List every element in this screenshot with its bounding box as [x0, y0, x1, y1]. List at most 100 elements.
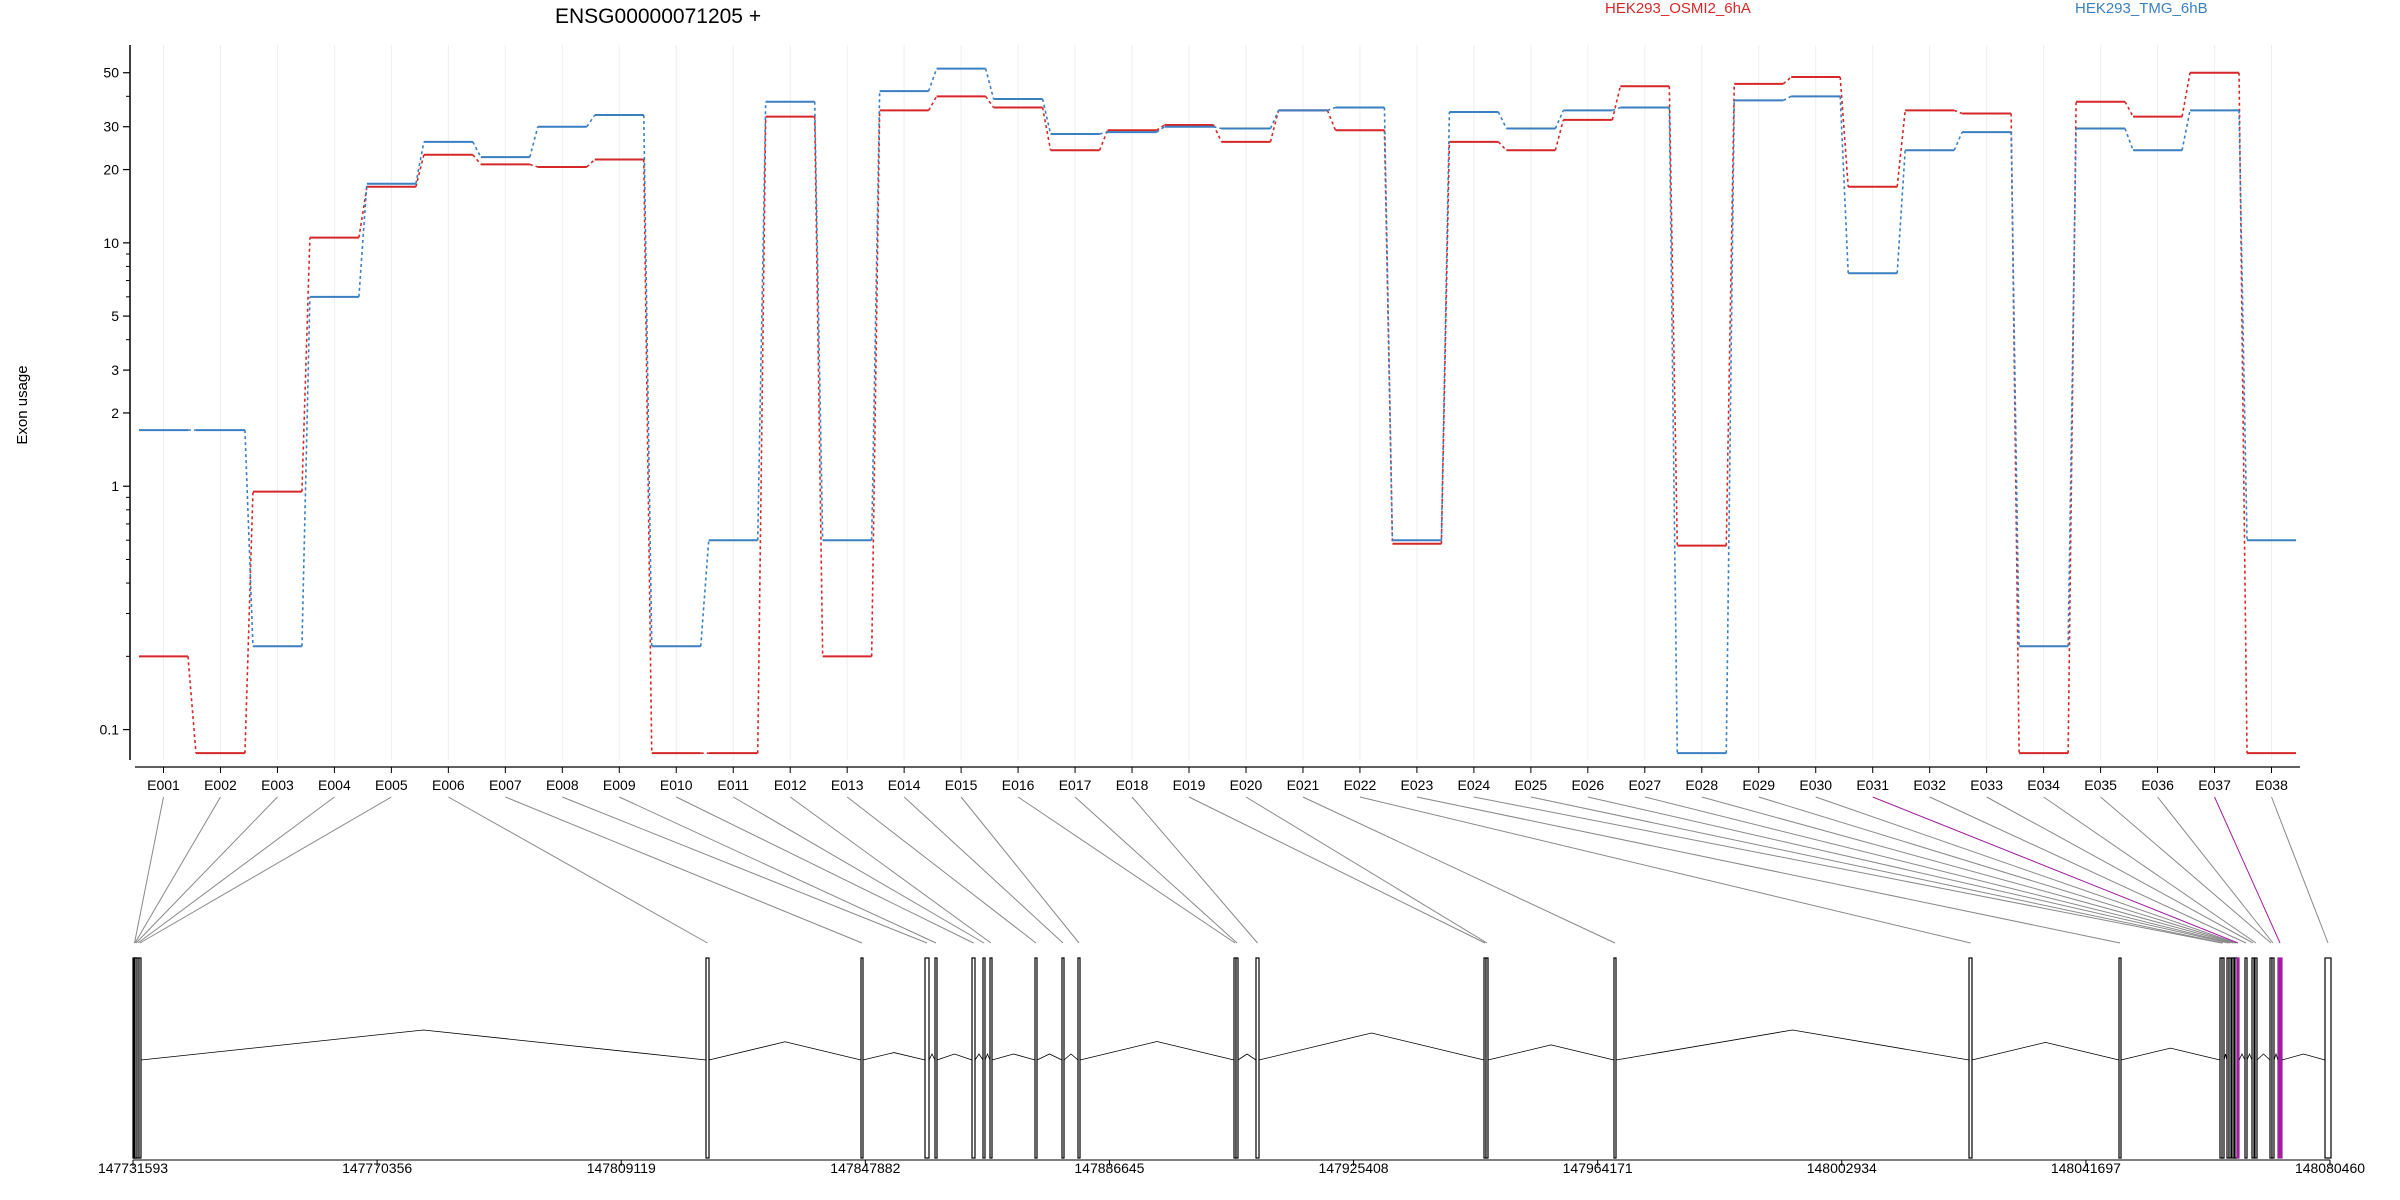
- x-axis: E001 E002 E003 E004 E005 E006 E007 E008 E009 E010…: [135, 766, 2300, 793]
- series-connector: [756, 101, 767, 541]
- intron-line: [862, 1052, 926, 1061]
- intron-line: [1063, 1053, 1079, 1061]
- series-connector: [927, 68, 938, 92]
- exon-box: [2228, 957, 2232, 1159]
- exon-connector: [1701, 796, 2234, 944]
- series-connector: [2181, 72, 2191, 117]
- intron-line: [1079, 1041, 1235, 1061]
- series-layer: [138, 67, 2297, 755]
- series-connector: [984, 95, 995, 108]
- series-connector: [1725, 83, 1736, 546]
- exon-connector: [2100, 796, 2272, 944]
- x-tick-label: E001: [147, 777, 180, 793]
- exon-connector: [1302, 796, 1616, 944]
- exon-box: [2221, 957, 2225, 1159]
- y-tick-label: 10: [103, 235, 119, 251]
- series-connector: [813, 116, 824, 657]
- series-connector: [301, 296, 311, 647]
- series-connector: [2238, 72, 2248, 754]
- y-tick-label: 2: [111, 405, 119, 421]
- series-connector: [1896, 110, 1906, 187]
- exon-connector: [448, 796, 708, 944]
- series-tmg: [138, 67, 2297, 755]
- series-connector: [1156, 126, 1165, 133]
- x-tick-label: E018: [1116, 777, 1149, 793]
- series-connector: [1326, 110, 1337, 131]
- series-connector: [1213, 125, 1222, 130]
- series-connector: [1327, 106, 1336, 112]
- exon-connector: [1473, 796, 2222, 944]
- series-connector: [1953, 131, 1963, 151]
- x-tick-label: E019: [1173, 777, 1206, 793]
- x-tick-label: E015: [945, 777, 978, 793]
- series-connector: [1953, 109, 1963, 115]
- series-connector: [1725, 100, 1736, 754]
- exon-box: [1034, 957, 1038, 1159]
- series-connector: [1041, 98, 1052, 135]
- x-tick-label: E020: [1230, 777, 1263, 793]
- exon-connector: [676, 796, 974, 944]
- coord-label: 147770356: [342, 1160, 412, 1176]
- exon-box: [982, 957, 986, 1159]
- series-connector: [1782, 76, 1792, 85]
- series-connector: [1668, 86, 1679, 546]
- intron-line: [140, 1029, 707, 1061]
- exon-box: [1485, 957, 1489, 1159]
- intron-line: [991, 1053, 1036, 1061]
- series-connector: [358, 183, 368, 297]
- intron-line: [2253, 1053, 2256, 1061]
- series-connector: [358, 186, 368, 238]
- series-connector: [529, 163, 539, 168]
- intron-line: [1971, 1041, 2120, 1061]
- intron-line: [2246, 1052, 2253, 1061]
- x-tick-label: E038: [2255, 777, 2288, 793]
- exon-box: [934, 957, 938, 1159]
- series-connector: [301, 237, 311, 492]
- intron-line: [1487, 1044, 1615, 1061]
- x-tick-label: E005: [375, 777, 408, 793]
- exon-connector: [903, 796, 1064, 944]
- exon-connector: [505, 796, 863, 944]
- exon-box: [2254, 957, 2258, 1159]
- series-connector: [642, 159, 653, 754]
- series-connector: [1612, 106, 1621, 112]
- x-tick-label: E016: [1002, 777, 1035, 793]
- x-tick-label: E027: [1628, 777, 1661, 793]
- exon-connector: [139, 796, 392, 944]
- series-connector: [244, 491, 254, 754]
- x-tick-label: E023: [1401, 777, 1434, 793]
- series-connector: [472, 154, 482, 165]
- x-tick-label: E007: [489, 777, 522, 793]
- x-tick-label: E026: [1571, 777, 1604, 793]
- exon-connector: [1131, 796, 1258, 944]
- series-connector: [699, 540, 710, 647]
- series-connector: [244, 430, 254, 647]
- x-tick-label: E010: [660, 777, 693, 793]
- series-connector: [1497, 141, 1507, 151]
- x-tick-label: E025: [1515, 777, 1548, 793]
- x-tick-label: E022: [1344, 777, 1377, 793]
- y-tick-label: 30: [103, 119, 119, 135]
- intron-line: [2281, 1053, 2326, 1061]
- plot-grid: [162, 45, 2273, 760]
- x-tick-label: E013: [831, 777, 864, 793]
- y-tick-label: 3: [111, 362, 119, 378]
- series-connector: [1099, 131, 1108, 135]
- exon-connector: [960, 796, 1080, 944]
- coord-label: 148041697: [2051, 1160, 2121, 1176]
- exon-box: [1968, 957, 1973, 1159]
- coord-label: 147809119: [587, 1160, 656, 1176]
- exon-box: [989, 957, 993, 1159]
- x-tick-label: E029: [1742, 777, 1775, 793]
- x-tick-label: E008: [546, 777, 579, 793]
- exon-connector: [1017, 796, 1236, 944]
- coord-label: 147847882: [830, 1160, 900, 1176]
- y-axis: 0.1 1 2 3 5 10 20 30 50: [100, 45, 131, 760]
- intron-line: [708, 1041, 862, 1061]
- x-tick-label: E037: [2198, 777, 2231, 793]
- exon-box: [1061, 957, 1065, 1159]
- x-tick-label: E035: [2084, 777, 2117, 793]
- legend-entry-osmi: HEK293_OSMI2_6hA: [1605, 0, 1751, 17]
- series-connector: [927, 95, 938, 111]
- exon-connector: [1644, 796, 2231, 944]
